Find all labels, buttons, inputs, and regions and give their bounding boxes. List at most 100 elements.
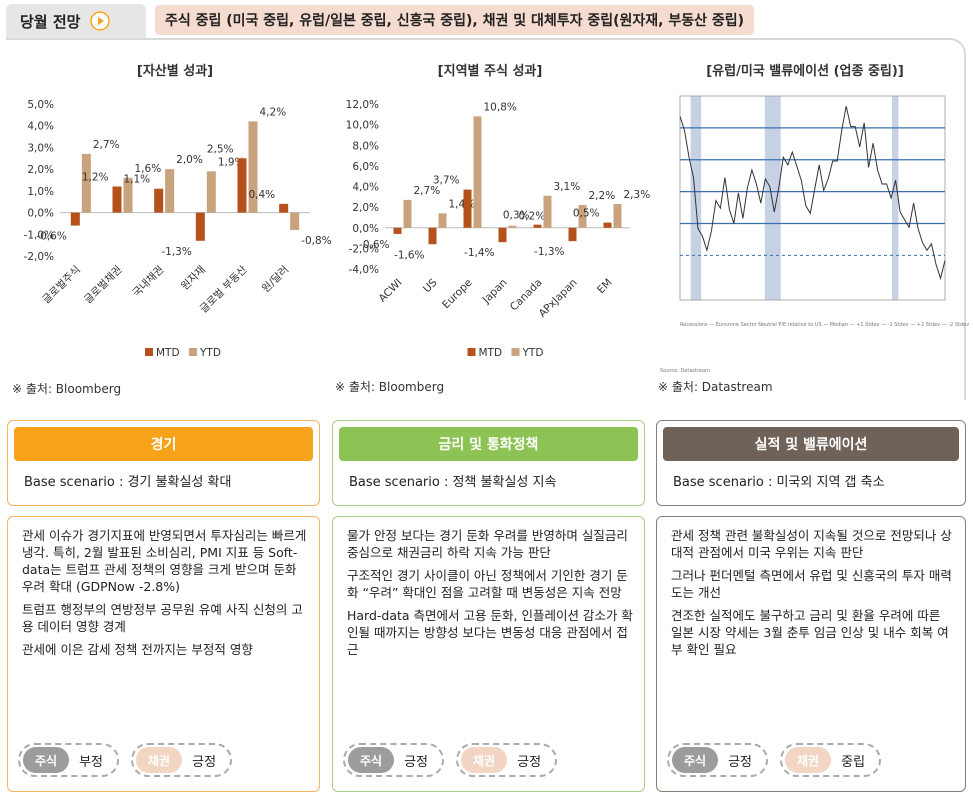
stock-view-pill: 주식 부정 — [18, 743, 120, 777]
small-source-text: Source: Datastream — [660, 368, 710, 374]
valuation-chart-source: ※ 출처: Datastream — [658, 380, 773, 394]
stock-view-value: 긍정 — [404, 754, 429, 770]
bar-mtd — [428, 227, 437, 245]
asset-performance-chart: 5,0% 4,0% 3,0% 2,0% 1,0% 0,0% -1,0% -2,0% -0,6% 2… — [24, 99, 332, 359]
card-economy-body: 관세 이슈가 경기지표에 반영되면서 투자심리는 빠르게 냉각. 특히, 2월 … — [7, 516, 320, 792]
y-tick-label: 1,0% — [27, 186, 54, 198]
data-label: 4,2% — [260, 106, 287, 118]
card-rates-bullet: 물가 안정 보다는 경기 둔화 우려를 반영하며 실질금리 중심으로 채권금리 … — [347, 528, 628, 560]
y-tick-label: 0,0% — [27, 208, 54, 220]
bar-ytd — [206, 171, 216, 213]
data-label: 2,0% — [176, 154, 203, 166]
card-rates: 금리 및 통화정책 Base scenario : 정책 불확실성 지속 물가 … — [332, 420, 645, 792]
data-label: 1,2% — [82, 172, 109, 184]
y-tick-label: 4,0% — [27, 121, 54, 133]
page-section-tab: 당월 전망 — [6, 4, 146, 38]
y-tick-label: -2,0% — [24, 251, 54, 263]
bar-mtd — [237, 158, 247, 213]
legend-text: Recessions — Eurozone Sector Neutral P/E… — [680, 322, 969, 328]
data-label: -1,6% — [394, 249, 424, 261]
y-tick-label: 0,0% — [352, 223, 379, 235]
card-rates-scenario: Base scenario : 정책 불확실성 지속 — [349, 475, 557, 490]
category-label: 국내채권 — [130, 264, 166, 300]
bar-mtd — [154, 188, 164, 213]
card-economy-bullet: 관세 이슈가 경기지표에 반영되면서 투자심리는 빠르게 냉각. 특히, 2월 … — [22, 528, 307, 594]
valuation-chart-title: [유럽/미국 밸류에이션 (업종 중립)] — [706, 64, 904, 79]
legend-swatch — [145, 348, 153, 356]
legend-swatch — [511, 348, 520, 356]
stock-view-tag: 주식 — [348, 747, 395, 773]
data-label: 1,1% — [123, 174, 150, 186]
card-earnings-header: 실적 및 밸류에이션 Base scenario : 미국외 지역 갭 축소 — [656, 420, 966, 506]
card-economy-header: 경기 Base scenario : 경기 불확실성 확대 — [7, 420, 320, 506]
y-tick-label: 2,0% — [352, 202, 379, 214]
card-rates-title: 금리 및 통화정책 — [339, 427, 638, 461]
asset-chart-source: ※ 출처: Bloomberg — [12, 382, 122, 396]
y-tick-label: -1,0% — [24, 229, 54, 241]
bar-ytd — [123, 177, 133, 213]
card-earnings-bullet: 견조한 실적에도 불구하고 금리 및 환율 우려에 따른 일본 시장 약세는 3… — [671, 608, 949, 657]
card-rates-bullet: Hard-data 측면에서 고용 둔화, 인플레이션 감소가 확인될 때까지는… — [347, 608, 633, 657]
card-rates-bullet: 구조적인 경기 사이클이 아닌 정책에서 기인한 경기 둔화 “우려” 확대인 … — [347, 568, 628, 600]
bar-ytd — [165, 169, 175, 213]
stock-view-tag: 주식 — [672, 747, 719, 773]
data-label: 0,5% — [573, 208, 600, 220]
data-label: 2,7% — [93, 139, 120, 151]
bar-ytd — [290, 212, 300, 230]
data-label: -1,4% — [464, 247, 494, 259]
card-earnings-views: 주식 긍정 채권 중립 — [667, 743, 882, 777]
card-economy: 경기 Base scenario : 경기 불확실성 확대 관세 이슈가 경기지… — [7, 420, 320, 792]
data-label: 1,6% — [135, 163, 162, 175]
stock-view-tag: 주식 — [23, 747, 70, 773]
plot-frame — [679, 95, 946, 301]
bar-ytd — [543, 195, 552, 228]
legend-label: YTD — [199, 347, 221, 359]
card-earnings-bullet: 그러나 펀더멘털 측면에서 유럽 및 신흥국의 투자 매력도는 개선 — [671, 568, 952, 600]
data-label: -1,3% — [534, 246, 564, 258]
legend-swatch — [189, 348, 197, 356]
bar-ytd — [578, 205, 587, 228]
card-economy-bullet: 관세에 이은 감세 정책 전까지는 부정적 영향 — [22, 642, 253, 657]
data-label: 0,3% — [503, 210, 530, 222]
y-tick-label: 6,0% — [352, 161, 379, 173]
data-label: 2,7% — [414, 185, 441, 197]
card-economy-title: 경기 — [14, 427, 313, 461]
data-label: -0,8% — [301, 235, 331, 247]
card-rates-views: 주식 긍정 채권 긍정 — [343, 743, 558, 777]
y-tick-label: 4,0% — [352, 182, 379, 194]
legend-label: MTD — [479, 347, 503, 359]
bond-view-value: 긍정 — [192, 754, 217, 770]
data-label: 3,7% — [433, 175, 460, 187]
y-tick-label: 10,0% — [346, 120, 379, 132]
category-label: 글로벌채권 — [82, 264, 125, 307]
category-label: Japan — [480, 277, 510, 307]
y-tick-label: -4,0% — [349, 264, 379, 276]
data-label: -0,6% — [36, 231, 66, 243]
bar-mtd — [393, 227, 402, 234]
recession-band — [764, 96, 781, 300]
y-tick-label: 3,0% — [27, 142, 54, 154]
recession-band — [690, 96, 702, 300]
legend-label: MTD — [156, 347, 180, 359]
charts-frame — [6, 38, 966, 400]
region-performance-chart: 12,0% 10,0% 8,0% 6,0% 4,0% 2,0% 0,0% -2,0% -4,0%… — [346, 99, 651, 359]
y-tick-label: 8,0% — [352, 140, 379, 152]
bond-view-tag: 채권 — [136, 747, 183, 773]
recession-band — [892, 96, 899, 300]
bond-view-value: 중립 — [841, 754, 866, 770]
bar-ytd — [403, 199, 412, 228]
bar-mtd — [533, 224, 542, 228]
bar-ytd — [508, 225, 517, 228]
region-chart-title: [지역별 주식 성과] — [437, 64, 543, 79]
bar-mtd — [279, 203, 289, 213]
bond-view-pill: 채권 긍정 — [456, 743, 558, 777]
card-earnings-bullet: 관세 정책 관련 불확실성이 지속될 것으로 전망되나 상대적 관점에서 미국 … — [671, 528, 952, 560]
category-label: ACWI — [376, 277, 404, 305]
card-rates-header: 금리 및 통화정책 Base scenario : 정책 불확실성 지속 — [332, 420, 645, 506]
bond-view-pill: 채권 중립 — [780, 743, 882, 777]
card-earnings-scenario: Base scenario : 미국외 지역 갭 축소 — [673, 475, 885, 490]
bar-mtd — [463, 189, 472, 228]
bar-ytd — [473, 116, 482, 228]
stock-view-pill: 주식 긍정 — [667, 743, 769, 777]
valuation-series-line — [679, 106, 946, 281]
